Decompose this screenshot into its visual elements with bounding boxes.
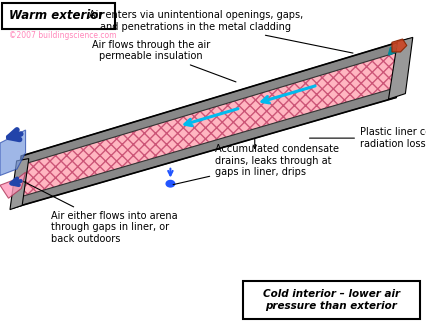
Text: Accumulated condensate
drains, leaks through at
gaps in liner, drips: Accumulated condensate drains, leaks thr… [173,144,339,185]
Polygon shape [14,49,407,199]
Text: ©2007 buildingscience.com: ©2007 buildingscience.com [9,31,116,40]
Text: Air flows through the air
permeable insulation: Air flows through the air permeable insu… [92,40,236,82]
Text: Air enters via unintentional openings, gaps,
and penetrations in the metal cladd: Air enters via unintentional openings, g… [89,10,353,53]
Polygon shape [10,159,29,210]
Polygon shape [0,172,26,198]
Polygon shape [13,39,409,208]
Text: Cold interior – lower air
pressure than exterior: Cold interior – lower air pressure than … [263,289,400,311]
Polygon shape [392,39,407,52]
FancyBboxPatch shape [2,3,115,29]
Polygon shape [20,39,409,165]
Text: Air either flows into arena
through gaps in liner, or
back outdoors: Air either flows into arena through gaps… [24,182,178,244]
FancyBboxPatch shape [243,281,420,318]
Circle shape [166,180,175,187]
Polygon shape [13,87,398,208]
Text: Warm exterior: Warm exterior [9,9,104,22]
Text: Plastic liner cooled by
radiation loss to ice: Plastic liner cooled by radiation loss t… [310,127,426,149]
Polygon shape [0,130,26,176]
Polygon shape [389,37,413,99]
